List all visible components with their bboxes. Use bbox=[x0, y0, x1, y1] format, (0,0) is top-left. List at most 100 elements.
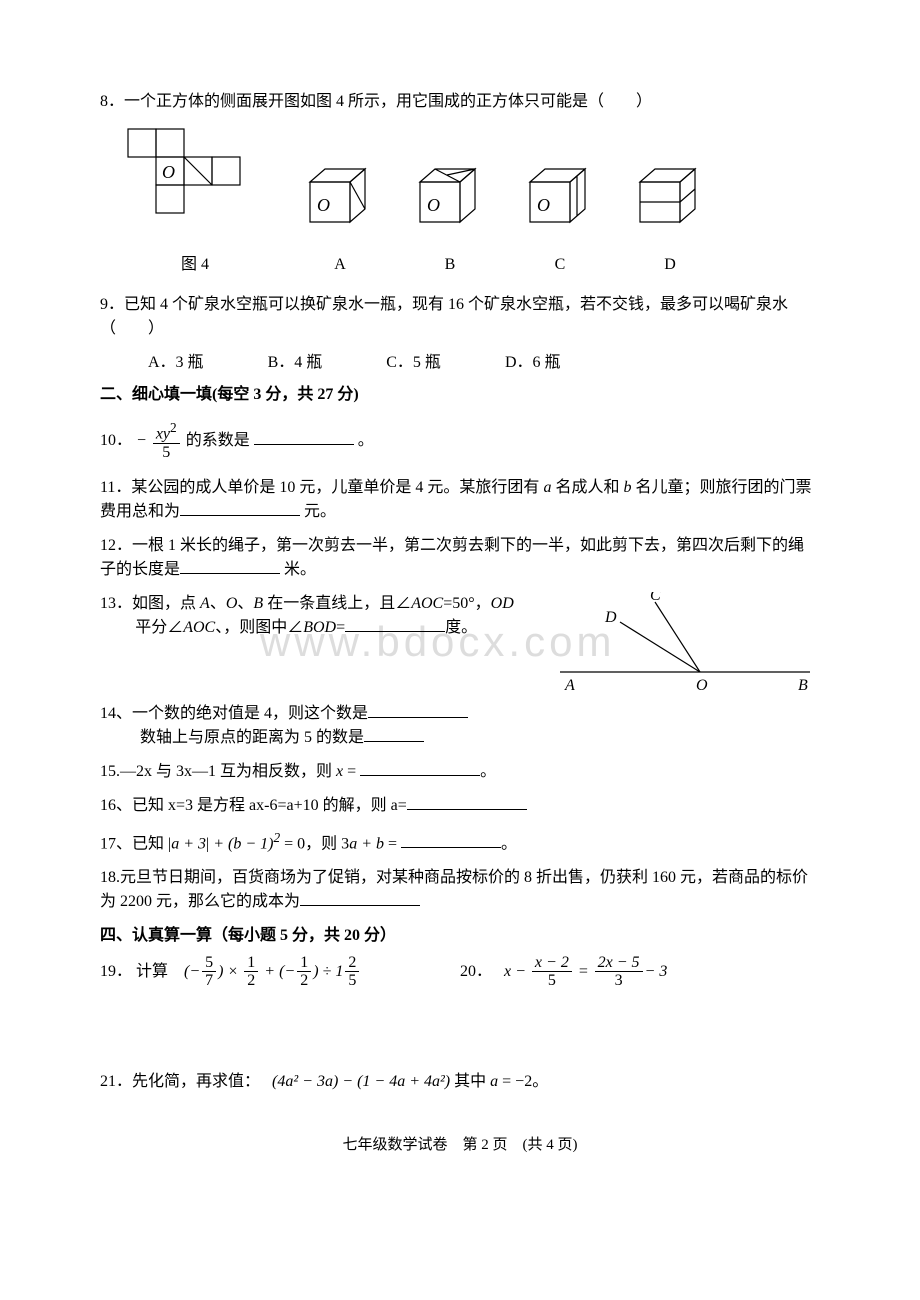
q13-t7: = bbox=[336, 619, 345, 636]
q9-opt-a: A．3 瓶 bbox=[148, 351, 204, 375]
q8-figures: O 图 4 O A O B bbox=[120, 124, 820, 277]
q21-t3: = −2。 bbox=[498, 1073, 548, 1090]
section-2-header: 二、细心填一填(每空 3 分，共 27 分) bbox=[100, 383, 820, 407]
label-D: D bbox=[630, 253, 710, 277]
diag-D: D bbox=[604, 609, 617, 626]
question-9: 9．已知 4 个矿泉水空瓶可以换矿泉水一瓶，现有 16 个矿泉水空瓶，若不交钱，… bbox=[100, 293, 820, 341]
q15-t1: —2x 与 3x—1 互为相反数，则 bbox=[120, 763, 336, 780]
q12-blank bbox=[180, 558, 280, 574]
q13-diagram: A O B C D bbox=[550, 592, 820, 702]
q13-AOC: AOC bbox=[411, 595, 443, 612]
label-C: C bbox=[520, 253, 600, 277]
q10-prefix: − bbox=[136, 432, 147, 449]
q13-O: O bbox=[226, 595, 238, 612]
q9-opt-b: B．4 瓶 bbox=[268, 351, 323, 375]
q13-t3: 在一条直线上，且∠ bbox=[263, 595, 411, 612]
q14-t1: 一个数的绝对值是 4，则这个数是 bbox=[132, 705, 368, 722]
q10-num: 10． bbox=[100, 432, 132, 449]
cube-a-svg: O bbox=[300, 164, 380, 239]
cube-b-O: O bbox=[427, 195, 440, 215]
q10-blank bbox=[254, 429, 354, 445]
q17-a: a bbox=[349, 835, 357, 852]
diag-O: O bbox=[696, 677, 708, 694]
q8-cube-a: O A bbox=[300, 164, 380, 277]
q8-text: 一个正方体的侧面展开图如图 4 所示，用它围成的正方体只可能是（ ） bbox=[124, 93, 652, 110]
q16-blank bbox=[407, 794, 527, 810]
question-8: 8．一个正方体的侧面展开图如图 4 所示，用它围成的正方体只可能是（ ） bbox=[100, 90, 820, 114]
question-12: 12．一根 1 米长的绳子，第一次剪去一半，第二次剪去剩下的一半，如此剪下去，第… bbox=[100, 534, 820, 582]
cube-c-svg: O bbox=[520, 164, 600, 239]
q19-f3n: 1 bbox=[297, 954, 311, 973]
q10-sup: 2 bbox=[170, 420, 177, 435]
q21-t1: 先化简，再求值： bbox=[132, 1073, 260, 1090]
q9-options: A．3 瓶 B．4 瓶 C．5 瓶 D．6 瓶 bbox=[100, 351, 820, 375]
q13-sep1: 、 bbox=[210, 595, 226, 612]
q19-20-row: 19． 计算 (−57) × 12 + (−12) ÷ 125 20． x − … bbox=[100, 954, 820, 990]
q9-opt-d: D．6 瓶 bbox=[505, 351, 561, 375]
q21-num: 21． bbox=[100, 1073, 132, 1090]
q13-A: A bbox=[200, 595, 210, 612]
q13-t4: =50°， bbox=[443, 595, 490, 612]
question-13-wrap: A O B C D 13．如图，点 A、O、B 在一条直线上，且∠AOC=50°… bbox=[100, 592, 820, 640]
q9-num: 9． bbox=[100, 296, 124, 313]
q19-f4n: 2 bbox=[345, 954, 359, 973]
question-16: 16、已知 x=3 是方程 ax-6=a+10 的解，则 a= bbox=[100, 794, 820, 818]
q10-fraction: xy2 5 bbox=[153, 421, 180, 462]
q19-f2d: 2 bbox=[244, 972, 258, 990]
q19-f3d: 2 bbox=[297, 972, 311, 990]
q10-text: 的系数是 bbox=[186, 432, 250, 449]
q11-t1: 某公园的成人单价是 10 元，儿童单价是 4 元。某旅行团有 bbox=[131, 479, 543, 496]
question-20: 20． x − x − 25 = 2x − 53− 3 bbox=[460, 954, 820, 990]
q13-t8: 度。 bbox=[445, 619, 477, 636]
q14-blank2 bbox=[364, 726, 424, 742]
section-4-header: 四、认真算一算（每小题 5 分，共 20 分） bbox=[100, 924, 820, 948]
q8-num: 8． bbox=[100, 93, 124, 110]
q19-label: 计算 bbox=[136, 963, 168, 980]
q8-cube-b: O B bbox=[410, 164, 490, 277]
cube-a-O: O bbox=[317, 195, 330, 215]
q20-tail: − 3 bbox=[645, 963, 668, 980]
q16-num: 16、 bbox=[100, 797, 132, 814]
q17-t1: 已知 bbox=[132, 835, 164, 852]
q12-t2: 米。 bbox=[280, 561, 316, 578]
cube-b-svg: O bbox=[410, 164, 490, 239]
q17-abs: a + 3 bbox=[171, 835, 206, 852]
q10-period: 。 bbox=[358, 432, 374, 449]
q20-num: 20． bbox=[460, 963, 492, 980]
q13-blank bbox=[345, 616, 445, 632]
q17-num: 17、 bbox=[100, 835, 132, 852]
q15-t3: 。 bbox=[480, 763, 496, 780]
q13-num: 13． bbox=[100, 595, 132, 612]
q13-t5: 平分∠ bbox=[135, 619, 183, 636]
q13-t1: 如图，点 bbox=[132, 595, 200, 612]
q17-t3: − 1) bbox=[241, 835, 273, 852]
q17-t5: = bbox=[384, 835, 401, 852]
q21-a: a bbox=[490, 1073, 498, 1090]
q15-num: 15. bbox=[100, 763, 120, 780]
q9-text: 已知 4 个矿泉水空瓶可以换矿泉水一瓶，现有 16 个矿泉水空瓶，若不交钱，最多… bbox=[100, 296, 788, 337]
q20-f2n: 2x − 5 bbox=[595, 954, 643, 973]
q14-num: 14、 bbox=[100, 705, 132, 722]
q18-num: 18. bbox=[100, 869, 120, 886]
question-18: 18.元旦节日期间，百货商场为了促销，对某种商品按标价的 8 折出售，仍获利 1… bbox=[100, 866, 820, 914]
question-19: 19． 计算 (−57) × 12 + (−12) ÷ 125 bbox=[100, 954, 460, 990]
q13-AOC2: AOC bbox=[183, 619, 215, 636]
net-O-label: O bbox=[162, 162, 175, 182]
q17-b2: b bbox=[376, 835, 384, 852]
q9-opt-c: C．5 瓶 bbox=[386, 351, 441, 375]
q11-t4: 元。 bbox=[300, 503, 336, 520]
q20-f1n: x − 2 bbox=[532, 954, 572, 973]
q21-t2: 其中 bbox=[454, 1073, 490, 1090]
fig4-label: 图 4 bbox=[120, 253, 270, 277]
question-10: 10． − xy2 5 的系数是 。 bbox=[100, 421, 820, 462]
q13-t6: 、，则图中∠ bbox=[215, 619, 303, 636]
cube-d-svg bbox=[630, 164, 710, 239]
q19-f2n: 1 bbox=[244, 954, 258, 973]
q19-num: 19． bbox=[100, 963, 132, 980]
q19-f1n: 5 bbox=[202, 954, 216, 973]
q15-t2: = bbox=[343, 763, 360, 780]
q12-num: 12． bbox=[100, 537, 132, 554]
cube-c-O: O bbox=[537, 195, 550, 215]
q8-net: O 图 4 bbox=[120, 124, 270, 277]
q21-expr: (4a² − 3a) − (1 − 4a + 4a²) bbox=[272, 1073, 450, 1090]
